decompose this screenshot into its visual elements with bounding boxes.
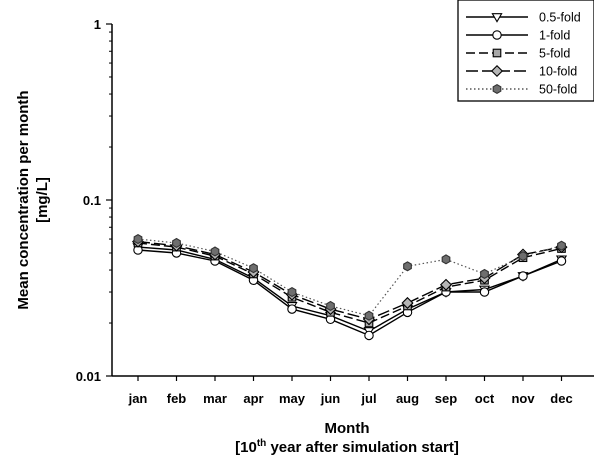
y-axis-title-line2: [mg/L] <box>34 177 51 223</box>
series-50-fold <box>133 234 566 321</box>
x-tick-label-nov: nov <box>511 391 535 406</box>
x-tick-label-feb: feb <box>167 391 187 406</box>
data-point-50-fold-jun <box>326 300 335 312</box>
x-axis-title-sup: th <box>257 438 266 449</box>
x-axis-title-line1: Month <box>325 420 370 437</box>
data-point-50-fold-oct <box>480 268 489 280</box>
data-point-1-fold-dec <box>556 256 567 266</box>
legend-label-50-fold: 50-fold <box>539 83 577 97</box>
legend-marker-0.5-fold <box>491 13 503 23</box>
data-point-1-fold-jul <box>364 330 374 341</box>
data-point-1-fold-may <box>287 304 297 314</box>
x-axis-title-line2: [10th year after simulation start] <box>235 438 459 456</box>
x-tick-label-sep: sep <box>435 391 457 406</box>
legend-label-5-fold: 5-fold <box>539 47 570 61</box>
x-tick-label-apr: apr <box>243 391 263 406</box>
data-point-50-fold-jul <box>364 310 374 321</box>
series-line-1-fold <box>137 249 562 337</box>
series-line-10-fold <box>137 240 562 321</box>
x-tick-label-oct: oct <box>475 391 495 406</box>
y-tick-label: 0.1 <box>83 193 101 208</box>
legend-marker-50-fold <box>492 83 502 95</box>
data-point-10-fold-sep <box>439 278 453 291</box>
legend-label-10-fold: 10-fold <box>539 65 577 79</box>
x-axis-title-post: year after simulation start] <box>266 439 459 456</box>
series-line-50-fold <box>137 238 562 317</box>
legend-label-0.5-fold: 0.5-fold <box>539 11 581 25</box>
series-line-5-fold <box>137 242 562 324</box>
legend-label-1-fold: 1-fold <box>539 29 570 43</box>
data-point-50-fold-apr <box>249 263 258 274</box>
x-tick-label-may: may <box>279 391 306 406</box>
series-1-fold <box>133 245 567 341</box>
y-tick-label: 1 <box>94 17 101 32</box>
legend-marker-10-fold <box>490 64 504 78</box>
series-line-0.5-fold <box>137 246 562 332</box>
data-point-50-fold-aug <box>403 261 412 272</box>
data-point-50-fold-dec <box>557 240 566 251</box>
x-tick-label-jan: jan <box>128 391 148 406</box>
legend-marker-5-fold <box>492 48 502 58</box>
x-tick-label-dec: dec <box>550 391 572 406</box>
series-10-fold <box>131 235 568 326</box>
legend-marker-1-fold <box>492 30 502 40</box>
data-point-50-fold-may <box>287 286 297 298</box>
data-point-1-fold-nov <box>518 271 528 281</box>
data-point-50-fold-mar <box>210 246 220 257</box>
data-point-10-fold-aug <box>401 296 414 309</box>
axes: 0.01 0.1 1 jan feb mar apr may jun jul aug sep oct no… <box>76 17 594 406</box>
data-point-50-fold-jan <box>133 234 143 245</box>
x-tick-label-jun: jun <box>320 391 341 406</box>
data-point-50-fold-nov <box>518 251 528 262</box>
data-point-1-fold-oct <box>479 287 490 297</box>
x-tick-label-aug: aug <box>396 391 419 406</box>
y-tick-label: 0.01 <box>76 369 101 384</box>
y-axis-title-line1: Mean concentration per month <box>15 90 32 309</box>
x-tick-label-mar: mar <box>203 391 227 406</box>
legend: 0.5-fold 1-fold 5-fold 10-fold 50-fold <box>457 0 594 102</box>
x-tick-label-jul: jul <box>360 391 376 406</box>
data-point-50-fold-feb <box>172 237 181 249</box>
data-point-50-fold-sep <box>441 254 451 265</box>
x-axis-title-pre: [10 <box>235 439 257 456</box>
series-layer <box>131 234 568 341</box>
